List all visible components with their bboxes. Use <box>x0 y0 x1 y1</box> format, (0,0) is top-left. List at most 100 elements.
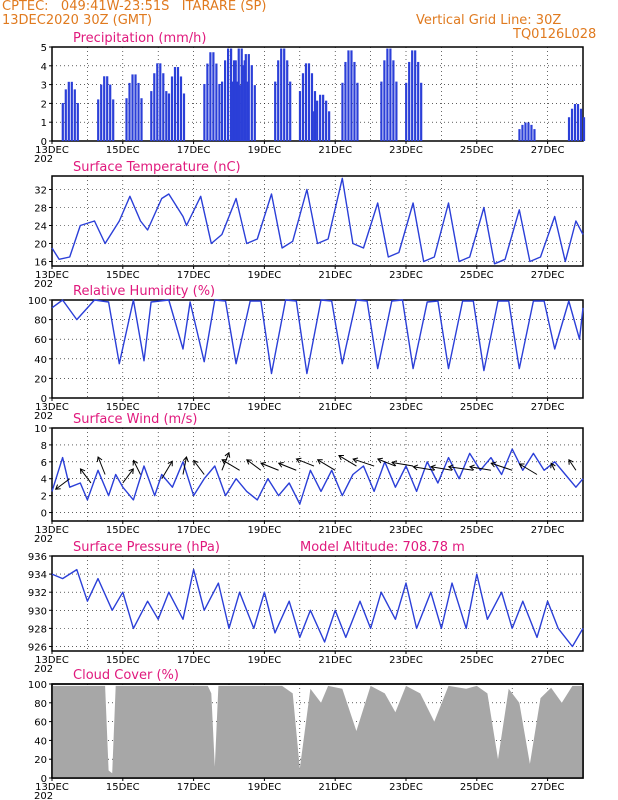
wind-vector <box>352 458 375 467</box>
wind-vector <box>80 468 92 484</box>
y-tick-label: 926 <box>28 642 47 653</box>
wind-vector <box>193 460 205 475</box>
wind-vector-head <box>193 459 199 466</box>
x-tick-label: 27DEC <box>531 525 565 536</box>
cloud-cover-area <box>52 685 583 778</box>
x-tick-label: 19DEC <box>248 402 282 413</box>
x-tick-label: 21DEC <box>318 270 352 281</box>
wind-vector-head <box>469 464 475 471</box>
wind-vector <box>133 460 141 475</box>
precip-bar <box>408 61 411 141</box>
header-code: TQ0126L028 <box>513 27 597 42</box>
y-tick-label: 2 <box>41 492 47 503</box>
y-tick-label: 40 <box>34 736 47 747</box>
wind-vector-head <box>316 459 323 465</box>
precip-bar <box>518 129 521 141</box>
wind-vector-head <box>490 461 497 468</box>
wind-vector-head <box>295 457 302 464</box>
x-tick-label: 21DEC <box>318 145 352 156</box>
x-tick-label: 25DEC <box>460 402 494 413</box>
panel-frame <box>51 175 584 267</box>
wind-vector <box>550 463 556 471</box>
precip-bar <box>244 54 247 142</box>
wind-vector-head <box>221 459 228 465</box>
y-tick-label: 60 <box>34 335 47 346</box>
x-tick-label: 15DEC <box>106 655 140 666</box>
x-year-label: 202 <box>34 791 53 800</box>
wind-vector-head <box>96 456 103 463</box>
x-tick-label: 17DEC <box>177 655 211 666</box>
precip-bar <box>173 67 177 141</box>
x-tick-label: 19DEC <box>248 655 282 666</box>
y-tick-label: 10 <box>34 424 47 435</box>
x-tick-label: 19DEC <box>248 782 282 793</box>
x-tick-label: 15DEC <box>106 402 140 413</box>
panel-title: Surface Temperature (nC) <box>73 160 241 175</box>
y-tick-label: 0 <box>41 774 47 785</box>
wind-vector <box>221 459 240 471</box>
model-altitude: Model Altitude: 708.78 m <box>300 540 465 555</box>
wind-vector <box>568 459 577 471</box>
wind-vector <box>246 459 262 471</box>
x-tick-label: 13DEC <box>35 270 69 281</box>
y-tick-label: 20 <box>34 755 47 766</box>
wind-vector <box>122 468 134 484</box>
precip-bar <box>247 54 250 142</box>
y-tick-label: 20 <box>34 374 47 385</box>
wind-vector-head <box>128 468 134 474</box>
series-line <box>51 448 584 505</box>
precip-bar <box>241 65 244 141</box>
x-tick-label: 17DEC <box>177 782 211 793</box>
precip-bar <box>67 81 70 141</box>
x-tick-label: 15DEC <box>106 525 140 536</box>
precip-bar <box>313 111 316 141</box>
x-tick-label: 13DEC <box>35 655 69 666</box>
x-tick-label: 27DEC <box>531 402 565 413</box>
y-tick-label: 0 <box>41 394 47 405</box>
x-tick-label: 13DEC <box>35 145 69 156</box>
x-tick-label: 21DEC <box>318 655 352 666</box>
precip-bar <box>298 91 302 141</box>
precip-bar <box>238 85 241 141</box>
wind-vector <box>317 459 336 471</box>
wind-vector-head <box>550 462 556 469</box>
precip-bar <box>576 104 580 141</box>
precip-bar <box>274 81 277 141</box>
precip-bar <box>289 81 292 141</box>
y-tick-label: 80 <box>34 316 47 327</box>
x-tick-label: 15DEC <box>106 145 140 156</box>
precip-bar <box>411 50 414 141</box>
wind-vector-head <box>224 451 231 458</box>
x-tick-label: 25DEC <box>460 782 494 793</box>
x-tick-label: 13DEC <box>35 782 69 793</box>
precip-bar <box>61 102 64 141</box>
wind-vector <box>469 466 492 471</box>
precip-bar <box>103 76 106 141</box>
precip-bar <box>307 63 311 142</box>
panel-5: 926 928 930 932 934 936 Surface Pressure (hPa)… <box>28 540 584 675</box>
precip-bar <box>325 100 328 141</box>
precip-bar <box>234 60 237 142</box>
y-tick-label: 2 <box>41 99 47 110</box>
precip-bar <box>203 83 206 141</box>
wind-vector <box>413 466 435 471</box>
precip-bar <box>153 73 156 141</box>
precip-bar <box>277 60 280 142</box>
precip-bar <box>162 73 165 141</box>
y-tick-label: 60 <box>34 718 47 729</box>
precip-bar <box>341 82 344 141</box>
precip-bar <box>392 60 395 142</box>
wind-vector-head <box>277 461 284 468</box>
precip-bar <box>140 98 143 141</box>
precip-bar <box>125 98 128 141</box>
precip-bar <box>405 82 408 141</box>
y-tick-label: 28 <box>34 204 47 215</box>
precip-bar <box>97 99 100 141</box>
header-grid-note: Vertical Grid Line: 30Z <box>416 13 562 28</box>
y-tick-label: 16 <box>34 258 47 269</box>
precip-bar <box>170 76 174 141</box>
wind-vector-head <box>167 460 173 467</box>
y-tick-label: 100 <box>28 296 47 307</box>
precip-bar <box>417 61 420 141</box>
